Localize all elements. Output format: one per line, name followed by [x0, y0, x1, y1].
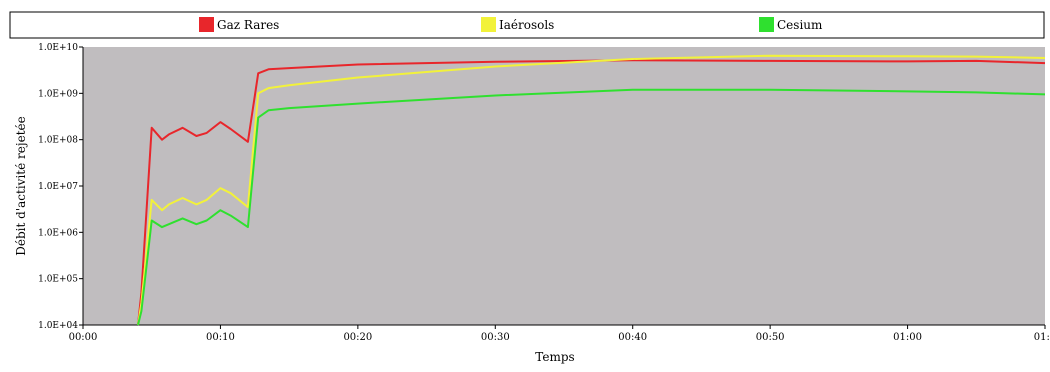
y-tick-label: 1.0E+09: [38, 89, 78, 99]
legend-swatch: [199, 17, 214, 32]
x-tick-label: 01:00: [893, 332, 922, 343]
series-group: [137, 54, 1046, 326]
plot-area: [83, 47, 1045, 325]
legend: Gaz Rares Iaérosols Cesium: [199, 17, 823, 32]
x-tick-label: 00:40: [618, 332, 647, 343]
y-axis-label: Débit d'activité rejetée: [14, 116, 28, 255]
y-tick-label: 1.0E+06: [38, 228, 78, 238]
legend-label: Cesium: [777, 18, 823, 32]
y-tick-label: 1.0E+08: [38, 136, 78, 146]
axes: 1.0E+04 1.0E+05 1.0E+06 1.0E+07 1.0E+08 1.0E+…: [38, 43, 1050, 343]
y-tick-label: 1.0E+10: [38, 43, 78, 53]
y-tick-label: 1.0E+04: [38, 321, 78, 331]
y-tick-label: 1.0E+07: [38, 182, 78, 192]
legend-label: Iaérosols: [499, 18, 554, 32]
x-tick-label: 01:1: [1034, 332, 1050, 343]
x-tick-label: 00:00: [69, 332, 98, 343]
x-tick-label: 00:10: [206, 332, 235, 343]
series-line-cesium: [137, 88, 1046, 326]
x-tick-label: 00:20: [343, 332, 372, 343]
legend-swatch: [759, 17, 774, 32]
x-tick-label: 00:50: [756, 332, 785, 343]
legend-box: [9, 11, 1045, 39]
x-axis-label: Temps: [535, 350, 574, 364]
series-line-ia-rosols: [137, 54, 1046, 326]
x-tick-label: 00:30: [481, 332, 510, 343]
series-line-gaz-rares: [137, 59, 1046, 326]
legend-label: Gaz Rares: [217, 18, 279, 32]
y-tick-label: 1.0E+05: [38, 275, 78, 285]
legend-swatch: [481, 17, 496, 32]
